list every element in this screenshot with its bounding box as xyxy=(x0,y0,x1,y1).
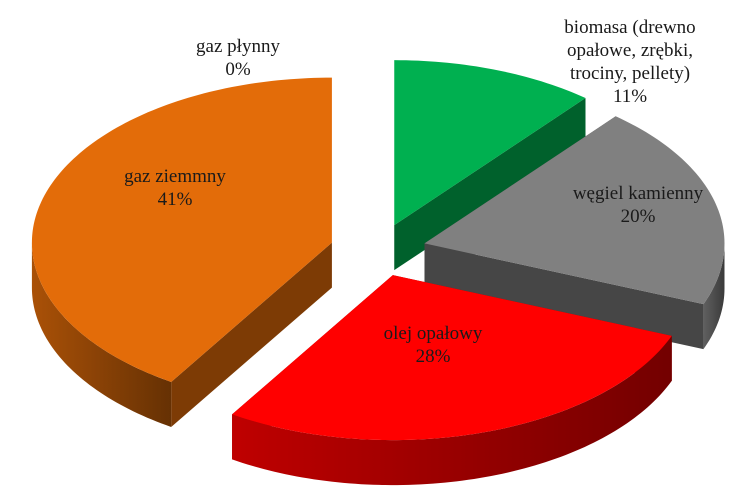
slice-top xyxy=(424,116,725,305)
data-label: biomasa (drewno opałowe, zrębki, trociny… xyxy=(540,16,720,108)
value-label: 28% xyxy=(415,346,451,367)
slice-top xyxy=(394,60,586,226)
slice-wall xyxy=(232,335,672,486)
slice xyxy=(232,275,672,486)
slice xyxy=(424,116,725,350)
slice-wall xyxy=(703,243,725,350)
data-label: gaz ziemmny 41% xyxy=(75,165,275,211)
slice-side xyxy=(394,98,586,271)
data-label: węgiel kamienny 20% xyxy=(538,182,738,228)
value-label: 20% xyxy=(620,206,656,227)
slice-wall xyxy=(31,242,172,427)
value-label: 41% xyxy=(157,189,193,210)
slice-side xyxy=(171,242,332,427)
value-label: 11% xyxy=(612,86,648,107)
value-label: 0% xyxy=(225,59,251,80)
data-label: gaz płynny 0% xyxy=(138,35,338,81)
category-label: gaz płynny xyxy=(196,36,280,57)
category-label: węgiel kamienny xyxy=(572,183,704,204)
slice xyxy=(394,60,586,271)
slice xyxy=(31,77,332,427)
category-label: olej opałowy xyxy=(383,323,483,344)
slice-top xyxy=(232,275,672,441)
slice-top xyxy=(31,77,332,382)
slice-side xyxy=(424,243,704,350)
data-label: olej opałowy 28% xyxy=(333,322,533,368)
category-label: biomasa (drewno opałowe, zrębki, trociny… xyxy=(564,17,696,84)
category-label: gaz ziemmny xyxy=(124,166,226,187)
